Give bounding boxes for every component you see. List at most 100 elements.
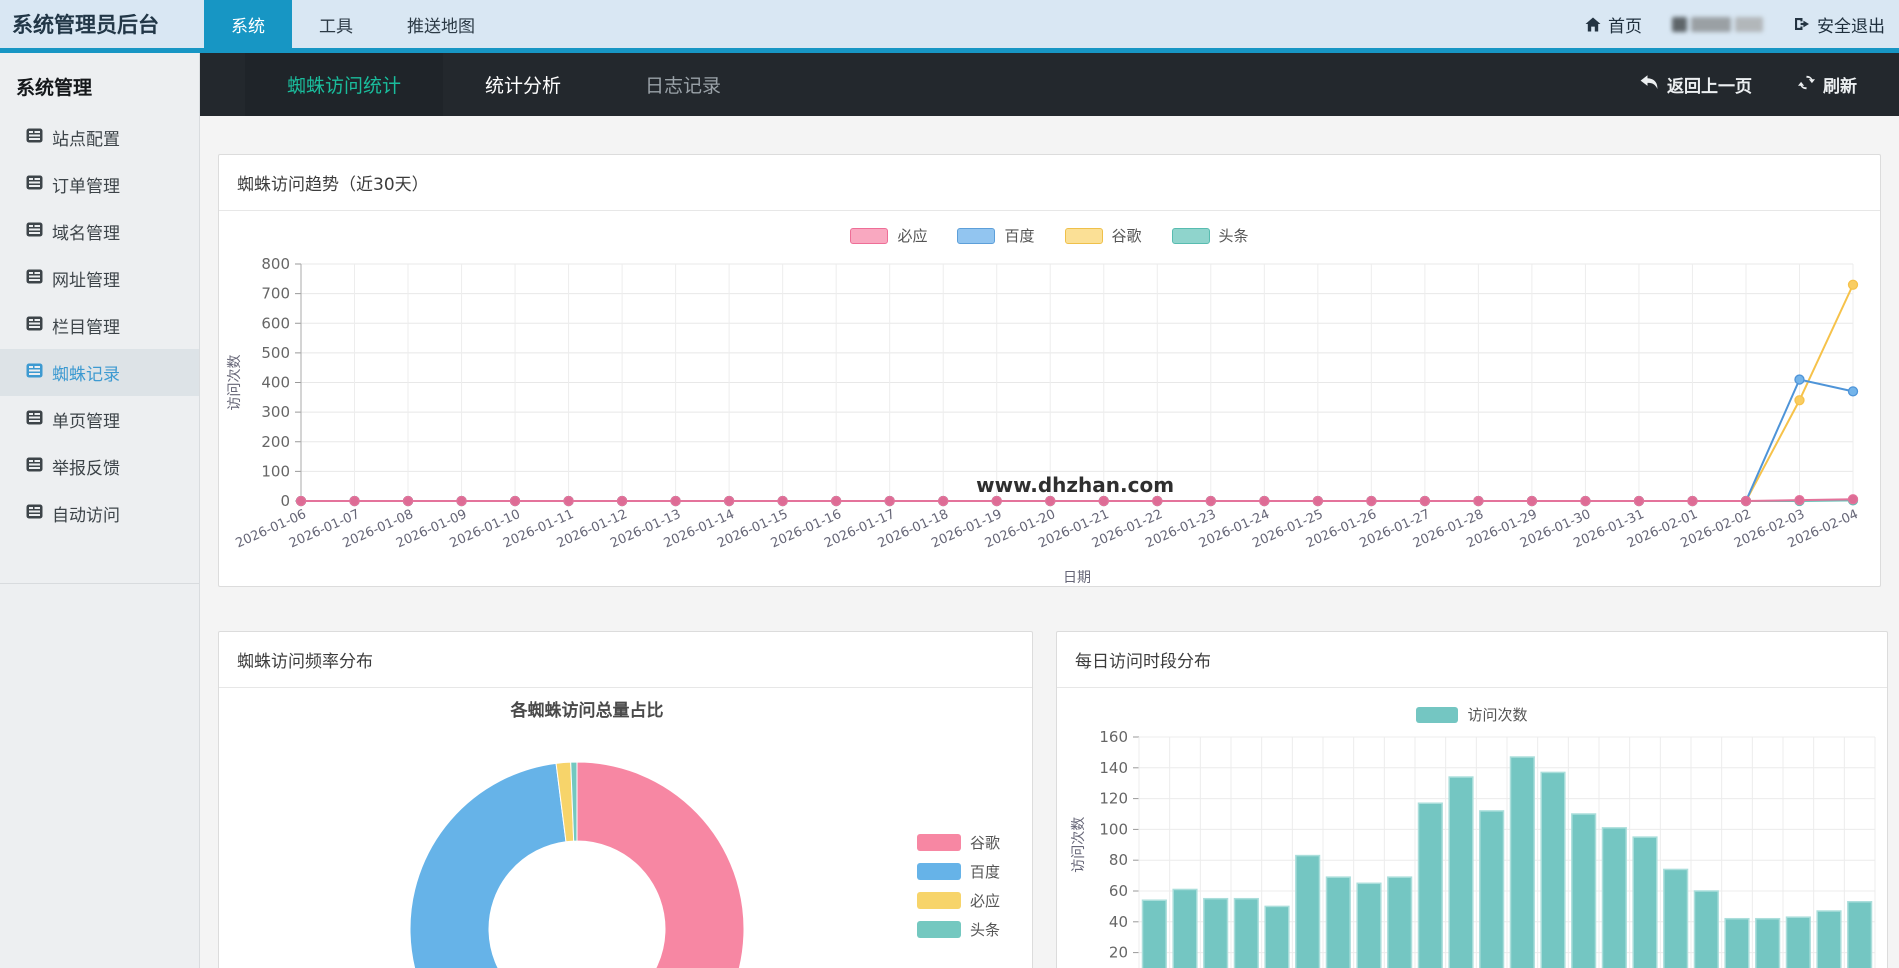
svg-text:0: 0: [280, 492, 290, 510]
sidebar-item-举报反馈[interactable]: 举报反馈: [0, 443, 199, 490]
legend-label: 头条: [1218, 227, 1249, 245]
legend-swatch: [917, 863, 961, 880]
sidebar-item-网址管理[interactable]: 网址管理: [0, 255, 199, 302]
app-title: 系统管理员后台: [12, 13, 159, 37]
svg-text:www.dhzhan.com: www.dhzhan.com: [976, 473, 1174, 497]
top-tab-推送地图[interactable]: 推送地图: [407, 16, 475, 37]
refresh-button[interactable]: 刷新: [1798, 72, 1857, 97]
sidebar-divider: [0, 583, 199, 584]
sidebar-item-蜘蛛记录[interactable]: 蜘蛛记录: [0, 349, 199, 396]
sidebar-item-label: 举报反馈: [52, 459, 120, 479]
accent-strip: [0, 48, 1899, 53]
svg-text:100: 100: [1099, 820, 1128, 838]
bar-card-title: 每日访问时段分布: [1057, 632, 1887, 688]
bar-chart: 160 140 120 100 80 60 40 20 访问次数: [1057, 727, 1887, 968]
trend-legend-item-谷歌[interactable]: 谷歌: [1064, 225, 1142, 246]
list-icon: [26, 316, 43, 336]
svg-text:200: 200: [261, 433, 290, 451]
legend-label: 访问次数: [1467, 706, 1528, 724]
svg-text:800: 800: [261, 255, 290, 273]
pie-legend: 谷歌 百度 必应 头条: [917, 832, 1000, 940]
legend-label: 必应: [970, 892, 1001, 910]
sidebar-item-站点配置[interactable]: 站点配置: [0, 114, 199, 161]
bar-legend: 访问次数: [1057, 688, 1887, 727]
logout-link[interactable]: 安全退出: [1793, 12, 1885, 37]
svg-text:60: 60: [1109, 882, 1128, 900]
svg-text:300: 300: [261, 403, 290, 421]
refresh-label: 刷新: [1823, 77, 1857, 97]
legend-label: 百度: [1004, 227, 1035, 245]
svg-text:访问次数: 访问次数: [1071, 817, 1087, 873]
user-name-blur: [1672, 16, 1763, 32]
svg-text:100: 100: [261, 462, 290, 480]
top-header: 系统管理员后台 系统 工具 推送地图 首页 安全退出: [0, 0, 1899, 48]
list-icon: [26, 269, 43, 289]
legend-label: 必应: [897, 227, 928, 245]
list-icon: [26, 504, 43, 524]
subnav-tab-日志记录[interactable]: 日志记录: [645, 75, 722, 97]
bar-card: 每日访问时段分布 访问次数 160 140 120 100 80 60 40 20 访问次数: [1056, 631, 1888, 968]
pie-legend-item-百度[interactable]: 百度: [917, 861, 1000, 882]
sidebar-item-自动访问[interactable]: 自动访问: [0, 490, 199, 537]
back-label: 返回上一页: [1667, 77, 1752, 97]
sidebar-item-label: 蜘蛛记录: [52, 365, 120, 385]
legend-swatch: [1416, 706, 1459, 723]
legend-label: 谷歌: [970, 834, 1001, 852]
back-button[interactable]: 返回上一页: [1640, 72, 1752, 97]
top-tab-系统[interactable]: 系统: [204, 0, 292, 48]
bar-legend-item[interactable]: 访问次数: [1416, 704, 1528, 725]
svg-text:40: 40: [1109, 913, 1128, 931]
legend-label: 头条: [970, 921, 1001, 939]
sidebar-item-label: 自动访问: [52, 506, 120, 526]
pie-chart: 各蜘蛛访问总量占比: [219, 688, 1032, 968]
pie-legend-item-头条[interactable]: 头条: [917, 919, 1000, 940]
home-icon: [1585, 17, 1601, 32]
sidebar-item-栏目管理[interactable]: 栏目管理: [0, 302, 199, 349]
home-label: 首页: [1608, 16, 1642, 37]
pie-legend-item-谷歌[interactable]: 谷歌: [917, 832, 1000, 853]
back-icon: [1640, 74, 1659, 95]
legend-swatch: [850, 227, 889, 244]
svg-text:500: 500: [261, 344, 290, 362]
svg-text:600: 600: [261, 314, 290, 332]
legend-label: 谷歌: [1111, 227, 1142, 245]
svg-text:400: 400: [261, 374, 290, 392]
list-icon: [26, 457, 43, 477]
svg-text:20: 20: [1109, 944, 1128, 962]
svg-text:各蜘蛛访问总量占比: 各蜘蛛访问总量占比: [510, 700, 664, 721]
list-icon: [26, 410, 43, 430]
trend-card-title: 蜘蛛访问趋势（近30天）: [219, 155, 1880, 211]
svg-text:140: 140: [1099, 759, 1128, 777]
list-icon: [26, 175, 43, 195]
sidebar-item-label: 栏目管理: [52, 318, 120, 338]
legend-swatch: [917, 921, 961, 938]
list-icon: [26, 363, 43, 383]
top-tab-bar: 系统 工具 推送地图: [204, 0, 502, 48]
trend-legend-item-头条[interactable]: 头条: [1171, 225, 1249, 246]
legend-swatch: [1171, 227, 1210, 244]
legend-swatch: [1064, 227, 1103, 244]
legend-swatch: [917, 892, 961, 909]
trend-legend-item-百度[interactable]: 百度: [957, 225, 1035, 246]
top-tab-工具[interactable]: 工具: [319, 16, 353, 37]
sidebar-item-label: 域名管理: [52, 224, 120, 244]
trend-legend-item-必应[interactable]: 必应: [850, 225, 927, 246]
user-name-redacted[interactable]: [1672, 16, 1763, 32]
legend-swatch: [957, 227, 996, 244]
svg-text:700: 700: [261, 285, 290, 303]
pie-legend-item-必应[interactable]: 必应: [917, 890, 1000, 911]
trend-chart: 0 100 200 300 400 500 600 700 800 2026-01-06 2026-…: [223, 248, 1880, 586]
sidebar-item-订单管理[interactable]: 订单管理: [0, 161, 199, 208]
subnav-tab-蜘蛛访问统计[interactable]: 蜘蛛访问统计: [245, 53, 444, 116]
svg-text:访问次数: 访问次数: [227, 355, 243, 411]
subnav-tab-统计分析[interactable]: 统计分析: [485, 75, 562, 97]
sidebar-item-单页管理[interactable]: 单页管理: [0, 396, 199, 443]
sidebar-item-label: 网址管理: [52, 271, 120, 291]
pie-card-title: 蜘蛛访问频率分布: [219, 632, 1032, 688]
home-link[interactable]: 首页: [1585, 12, 1642, 37]
logout-label: 安全退出: [1817, 16, 1885, 37]
trend-card: 蜘蛛访问趋势（近30天） 必应 百度 谷歌 头条 0 100 200 300 400 50…: [218, 154, 1881, 587]
sidebar-item-域名管理[interactable]: 域名管理: [0, 208, 199, 255]
legend-swatch: [917, 834, 961, 851]
logout-icon: [1793, 16, 1810, 32]
